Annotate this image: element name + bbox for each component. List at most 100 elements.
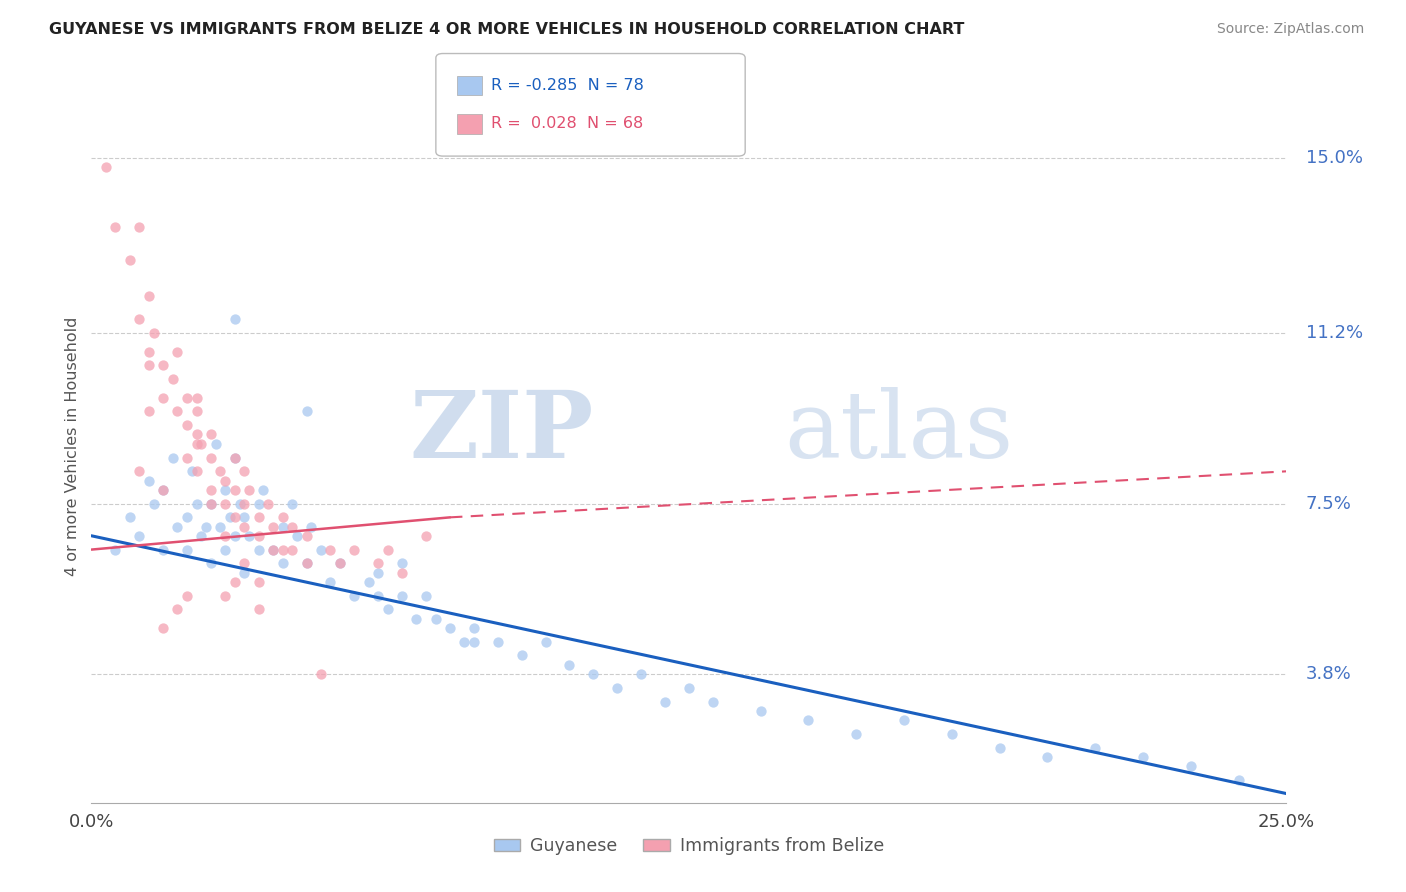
Point [463,634,485,648]
Point [200,427,222,442]
Point [295,529,318,543]
Point [1084,740,1107,755]
Point [295,557,318,571]
Text: 7.5%: 7.5% [1306,494,1351,513]
Point [285,529,308,543]
Point [309,542,332,557]
Point [233,497,256,511]
Point [224,312,246,326]
Point [209,464,232,478]
Point [391,557,413,571]
Point [281,497,304,511]
Point [247,602,270,616]
Point [152,621,174,635]
Point [176,542,198,557]
Point [104,542,127,557]
Point [128,312,150,326]
Point [377,542,399,557]
Point [166,344,188,359]
Point [271,557,294,571]
Point [247,510,270,524]
Point [329,557,352,571]
Point [582,666,605,681]
Point [214,497,236,511]
Point [152,542,174,557]
Point [439,621,461,635]
Point [271,519,294,533]
Point [176,391,198,405]
Point [238,529,260,543]
Point [186,464,208,478]
Text: GUYANESE VS IMMIGRANTS FROM BELIZE 4 OR MORE VEHICLES IN HOUSEHOLD CORRELATION C: GUYANESE VS IMMIGRANTS FROM BELIZE 4 OR … [49,22,965,37]
Point [224,529,246,543]
Point [453,634,475,648]
Point [152,391,174,405]
Point [176,418,198,433]
Point [214,589,236,603]
Point [295,404,318,418]
Point [343,542,366,557]
Point [138,404,160,418]
Point [233,510,256,524]
Point [128,529,150,543]
Point [138,474,160,488]
Text: Source: ZipAtlas.com: Source: ZipAtlas.com [1216,22,1364,37]
Point [797,713,820,727]
Point [186,427,208,442]
Point [319,574,342,589]
Point [214,483,236,497]
Point [262,542,284,557]
Point [152,359,174,373]
Point [238,483,260,497]
Point [425,612,447,626]
Point [299,519,322,533]
Point [94,161,117,175]
Point [247,529,270,543]
Point [309,666,332,681]
Point [118,510,141,524]
Point [367,557,389,571]
Point [415,529,437,543]
Point [214,474,236,488]
Point [405,612,427,626]
Point [343,589,366,603]
Point [195,519,218,533]
Point [367,566,389,580]
Point [166,602,188,616]
Text: R =  0.028  N = 68: R = 0.028 N = 68 [491,117,643,131]
Point [142,326,165,341]
Point [209,519,232,533]
Point [176,589,198,603]
Legend: Guyanese, Immigrants from Belize: Guyanese, Immigrants from Belize [486,830,891,862]
Point [391,566,413,580]
Point [186,404,208,418]
Point [176,450,198,465]
Point [367,589,389,603]
Point [186,436,208,450]
Point [233,519,256,533]
Point [224,450,246,465]
Point [204,436,226,450]
Point [988,740,1011,755]
Point [534,634,557,648]
Text: ZIP: ZIP [409,387,593,476]
Point [377,602,399,616]
Point [200,497,222,511]
Point [262,519,284,533]
Point [152,483,174,497]
Point [1227,772,1250,787]
Text: 11.2%: 11.2% [1306,324,1362,343]
Point [138,289,160,303]
Point [247,542,270,557]
Point [247,574,270,589]
Point [702,694,724,708]
Point [415,589,437,603]
Point [104,220,127,235]
Point [200,483,222,497]
Point [247,497,270,511]
Point [845,727,868,741]
Point [1132,749,1154,764]
Point [271,510,294,524]
Point [186,391,208,405]
Text: atlas: atlas [785,387,1014,476]
